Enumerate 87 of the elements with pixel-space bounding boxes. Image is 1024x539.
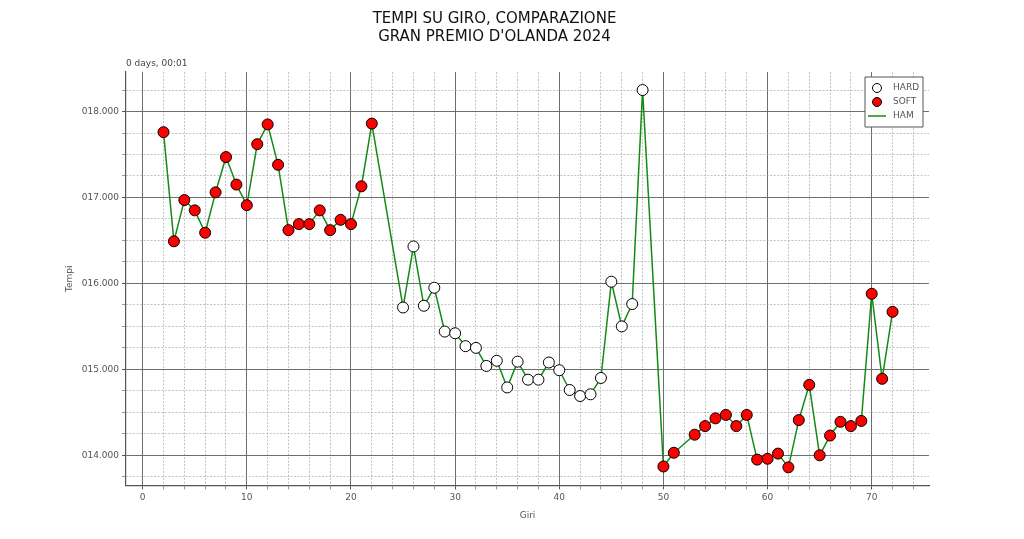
point — [303, 218, 316, 231]
point — [636, 84, 649, 97]
point — [230, 178, 243, 191]
point — [428, 281, 441, 294]
point — [761, 452, 774, 465]
point — [459, 340, 472, 353]
point — [188, 204, 201, 217]
x-tick-label: 10 — [241, 492, 253, 503]
point — [709, 412, 722, 425]
point — [313, 204, 326, 217]
y-tick-label: 015.000 — [81, 363, 120, 374]
legend-label: HARD — [893, 82, 920, 93]
point — [584, 388, 597, 401]
point — [803, 378, 816, 391]
point — [615, 320, 628, 333]
point — [480, 359, 493, 372]
point — [771, 447, 784, 460]
x-tick-label: 0 — [139, 492, 146, 503]
point — [563, 384, 576, 396]
point — [240, 199, 253, 212]
point — [855, 414, 868, 427]
point — [886, 305, 899, 318]
point — [865, 287, 878, 300]
point — [469, 341, 482, 354]
point — [782, 461, 795, 474]
point — [449, 327, 462, 340]
point — [157, 126, 170, 139]
point — [657, 460, 670, 473]
point — [688, 428, 701, 441]
point — [626, 298, 639, 311]
x-tick-label: 30 — [449, 492, 462, 503]
point — [813, 449, 826, 462]
point — [605, 275, 618, 288]
point — [730, 420, 743, 433]
point — [574, 390, 587, 403]
point — [501, 381, 514, 394]
x-tick-label: 20 — [345, 492, 357, 503]
point — [292, 218, 305, 231]
y-axis-title: Tempi — [63, 265, 74, 293]
point — [844, 420, 857, 433]
x-axis-title: Giri — [519, 509, 536, 520]
y-tick-label: 018.000 — [81, 105, 120, 116]
point — [751, 453, 764, 466]
x-tick-label: 70 — [865, 492, 878, 503]
point — [532, 373, 545, 386]
point — [407, 240, 420, 253]
point — [272, 158, 285, 171]
point — [511, 355, 524, 368]
point — [282, 224, 295, 237]
legend-label: SOFT — [893, 96, 917, 107]
point — [397, 301, 410, 314]
point — [220, 151, 232, 164]
point — [824, 429, 837, 442]
y-tick-label: 016.000 — [81, 277, 120, 288]
x-tick-label: 40 — [553, 492, 566, 503]
point — [834, 415, 847, 428]
point — [417, 299, 430, 312]
point — [594, 371, 607, 384]
chart-title: TEMPI SU GIRO, COMPARAZIONE GRAN PREMIO D'OLANDA 2024 — [371, 8, 617, 45]
legend-label: HAM — [893, 110, 914, 121]
text: 0 days, 00:01 — [126, 57, 188, 68]
point — [324, 224, 337, 237]
x-tick-label: 50 — [657, 492, 670, 503]
point — [199, 226, 212, 239]
point — [261, 118, 274, 131]
point — [522, 373, 535, 386]
point — [667, 446, 680, 459]
point — [355, 180, 368, 193]
point — [490, 354, 503, 367]
point — [553, 364, 566, 377]
point — [251, 138, 264, 151]
point — [344, 218, 357, 231]
point — [209, 186, 222, 199]
point — [334, 213, 347, 226]
y-tick-label: 014.000 — [81, 449, 120, 460]
point — [178, 194, 191, 207]
point — [719, 408, 732, 421]
point — [167, 235, 180, 248]
y-tick-label: 017.000 — [81, 191, 120, 202]
point — [876, 372, 889, 385]
point — [365, 117, 378, 130]
x-tick-label: 60 — [761, 492, 774, 503]
point — [542, 356, 555, 369]
point — [438, 325, 451, 338]
point — [699, 420, 712, 433]
point — [792, 414, 805, 427]
point — [740, 408, 753, 421]
